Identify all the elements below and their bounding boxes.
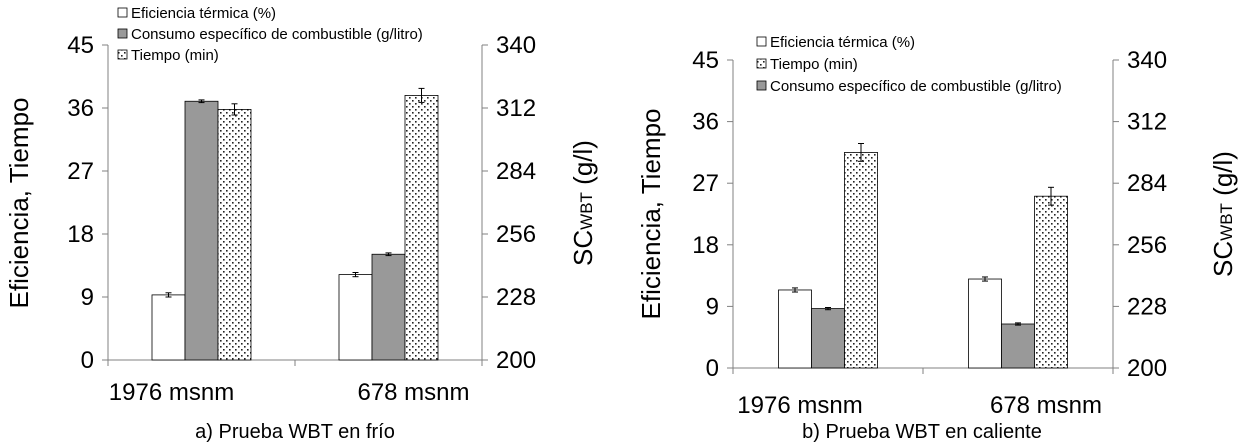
y-left-axis-title: Eficiencia, Tiempo	[636, 109, 666, 320]
legend-swatch-white	[756, 36, 767, 47]
legend-label: Tiempo (min)	[131, 47, 219, 64]
y-right-axis-title: SCWBT (g/l)	[568, 140, 598, 266]
legend-label: Consumo específico de combustible (g/lit…	[131, 26, 423, 43]
legend-label: Eficiencia térmica (%)	[770, 34, 915, 51]
legend-swatch-gray	[117, 28, 128, 39]
bar-dots-2	[1034, 195, 1068, 369]
legend-label: Tiempo (min)	[770, 56, 858, 73]
category-label: 1976 msnm	[737, 392, 862, 419]
y-right-axis-title: SCWBT (g/l)	[1208, 151, 1238, 277]
y-left-tick-label: 0	[81, 347, 94, 374]
y-left-tick-label: 45	[692, 47, 719, 74]
y-left-tick-label: 36	[692, 109, 719, 136]
legend-label: Consumo específico de combustible (g/lit…	[770, 78, 1062, 95]
chart-panel-a: 0 9 18 27 36 45 200 228 256 284 312 340 Eficiencia, …	[4, 5, 598, 443]
y-right-tick-label: 312	[496, 95, 536, 122]
y-left-tick-label: 18	[67, 221, 94, 248]
y-right-tick-label: 340	[496, 32, 536, 59]
bar-white-1	[151, 294, 186, 361]
y-right-tick-label: 228	[1127, 293, 1167, 320]
bar-white-2	[338, 274, 373, 361]
panel-caption: a) Prueba WBT en frío	[195, 421, 395, 443]
y-right-tick-label: 340	[1127, 47, 1167, 74]
bar-gray-1	[184, 100, 219, 361]
y-right-tick-label: 284	[496, 158, 536, 185]
legend-swatch-dots	[117, 49, 128, 60]
y-right-tick-label: 228	[496, 284, 536, 311]
bar-gray-2	[371, 253, 406, 361]
y-left-tick-label: 36	[67, 95, 94, 122]
y-right-tick-label: 312	[1127, 109, 1167, 136]
category-label: 678 msnm	[357, 379, 469, 406]
y-left-tick-label: 27	[692, 170, 719, 197]
y-right-tick-label: 200	[1127, 355, 1167, 382]
bar-gray-2	[1001, 323, 1035, 369]
y-right-tick-label: 256	[496, 221, 536, 248]
y-left-tick-label: 27	[67, 158, 94, 185]
chart-panel-b: 0 9 18 27 36 45 200 228 256 284 312 340 Eficiencia, …	[636, 34, 1238, 443]
legend-label: Eficiencia térmica (%)	[131, 5, 276, 22]
legend-swatch-gray	[756, 80, 767, 91]
y-left-tick-label: 0	[706, 355, 719, 382]
bar-dots-1	[844, 151, 878, 369]
y-right-tick-label: 200	[496, 347, 536, 374]
category-label: 1976 msnm	[109, 379, 234, 406]
bar-dots-2	[404, 95, 439, 361]
y-left-axis-title: Eficiencia, Tiempo	[4, 98, 34, 309]
category-label: 678 msnm	[990, 392, 1102, 419]
panel-caption: b) Prueba WBT en caliente	[802, 421, 1042, 443]
y-right-tick-label: 284	[1127, 170, 1167, 197]
bar-gray-1	[811, 308, 845, 369]
bar-dots-1	[217, 109, 252, 361]
y-left-tick-label: 9	[706, 293, 719, 320]
legend-swatch-white	[117, 7, 128, 18]
bar-white-2	[968, 278, 1002, 369]
y-left-tick-label: 9	[81, 284, 94, 311]
legend-swatch-dots	[756, 58, 767, 69]
y-right-tick-label: 256	[1127, 232, 1167, 259]
y-left-tick-label: 45	[67, 32, 94, 59]
y-left-tick-label: 18	[692, 232, 719, 259]
bar-white-1	[778, 289, 812, 369]
